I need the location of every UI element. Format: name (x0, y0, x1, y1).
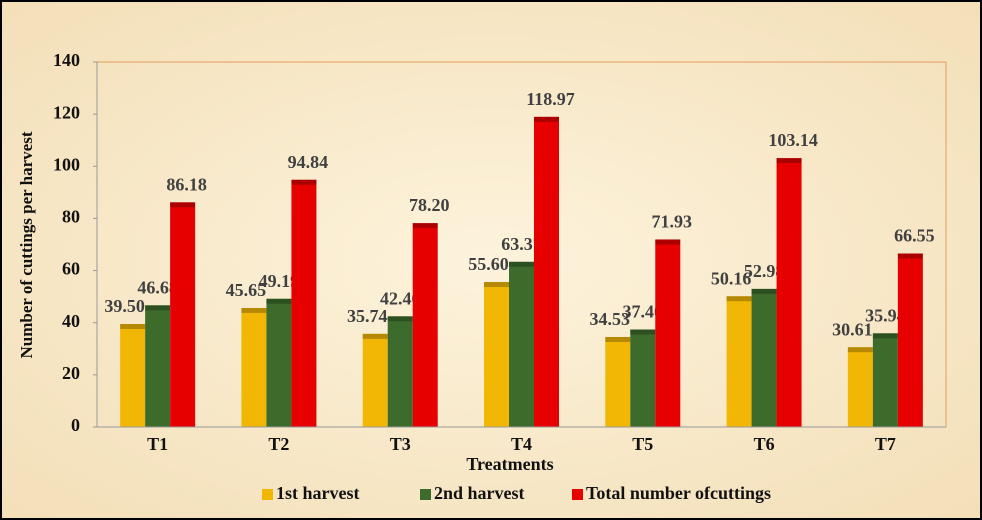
data-label: 55.60 (468, 254, 509, 274)
bar-cap (847, 347, 873, 353)
bar (145, 305, 171, 427)
bar (751, 288, 777, 427)
data-label: 49.19 (259, 271, 300, 291)
y-tick-label: 140 (53, 50, 80, 70)
bar (120, 324, 146, 427)
legend-label: 1st harvest (276, 483, 360, 503)
bar (534, 116, 559, 427)
data-label: 35.74 (347, 306, 388, 326)
bar (266, 298, 292, 427)
y-tick-label: 120 (53, 102, 80, 122)
data-label: 78.20 (409, 195, 450, 215)
bar (387, 316, 413, 427)
bar-cap (291, 179, 317, 185)
data-label: 37.40 (623, 302, 664, 322)
data-label: 30.61 (832, 319, 873, 339)
bar-cap (362, 333, 388, 339)
data-label: 46.68 (137, 277, 178, 297)
bar (605, 336, 631, 427)
bar-cap (509, 261, 534, 267)
bar (484, 282, 509, 427)
bar-cap (387, 316, 413, 322)
bar (897, 253, 923, 427)
bar-cap (484, 282, 509, 288)
bar-cap (266, 298, 292, 304)
y-tick-label: 40 (62, 311, 80, 331)
bar-cap (630, 329, 656, 335)
bar-cap (655, 239, 681, 245)
bar-cap (897, 253, 923, 259)
x-tick-label: T6 (754, 434, 775, 454)
data-label: 50.16 (711, 268, 752, 288)
legend-label: 2nd harvest (434, 483, 525, 503)
x-tick-label: T3 (390, 434, 411, 454)
bar (509, 261, 534, 427)
data-label: 86.18 (166, 174, 207, 194)
bar (291, 179, 317, 427)
x-tick-label: T5 (632, 434, 653, 454)
data-label: 39.50 (104, 296, 145, 316)
bar-cap (726, 296, 752, 302)
bar (412, 223, 438, 427)
bar (847, 347, 873, 427)
legend-swatch (420, 489, 431, 500)
bar-cap (872, 333, 898, 339)
y-axis-title: Number of cuttings per harvest (17, 131, 36, 358)
bar-cap (605, 336, 631, 342)
data-label: 94.84 (288, 152, 329, 172)
bar (872, 333, 898, 427)
bar-cap (120, 324, 146, 330)
data-label: 42.46 (380, 288, 421, 308)
legend-swatch (572, 489, 583, 500)
x-tick-label: T4 (511, 434, 532, 454)
y-tick-label: 20 (62, 363, 80, 383)
y-tick-label: 60 (62, 259, 80, 279)
y-tick-label: 80 (62, 207, 80, 227)
x-tick-label: T2 (268, 434, 289, 454)
bar (241, 307, 267, 427)
x-tick-label: T7 (875, 434, 896, 454)
y-tick-label: 0 (71, 415, 80, 435)
bar (362, 333, 388, 427)
y-tick-label: 100 (53, 154, 80, 174)
bar (776, 158, 802, 427)
bar-cap (241, 307, 267, 313)
bar-cap (145, 305, 171, 311)
data-label: 34.53 (590, 309, 631, 329)
bar (655, 239, 681, 427)
data-label: 66.55 (894, 226, 935, 246)
bar (170, 202, 196, 427)
data-label: 118.97 (526, 89, 575, 109)
bar (726, 296, 752, 427)
legend-swatch (262, 489, 273, 500)
data-label: 45.65 (226, 280, 267, 300)
x-axis-title: Treatments (466, 454, 553, 474)
bar-cap (751, 288, 777, 294)
data-label: 63.37 (501, 234, 542, 254)
bar (630, 329, 656, 427)
legend-label: Total number ofcuttings (586, 483, 771, 503)
data-label: 35.94 (865, 305, 906, 325)
bar-cap (412, 223, 438, 229)
bar-cap (776, 158, 802, 164)
bar-cap (170, 202, 196, 208)
data-label: 52.98 (744, 261, 785, 281)
data-label: 103.14 (768, 130, 818, 150)
bar-cap (534, 116, 559, 122)
x-tick-label: T1 (147, 434, 168, 454)
data-label: 71.93 (652, 212, 693, 232)
